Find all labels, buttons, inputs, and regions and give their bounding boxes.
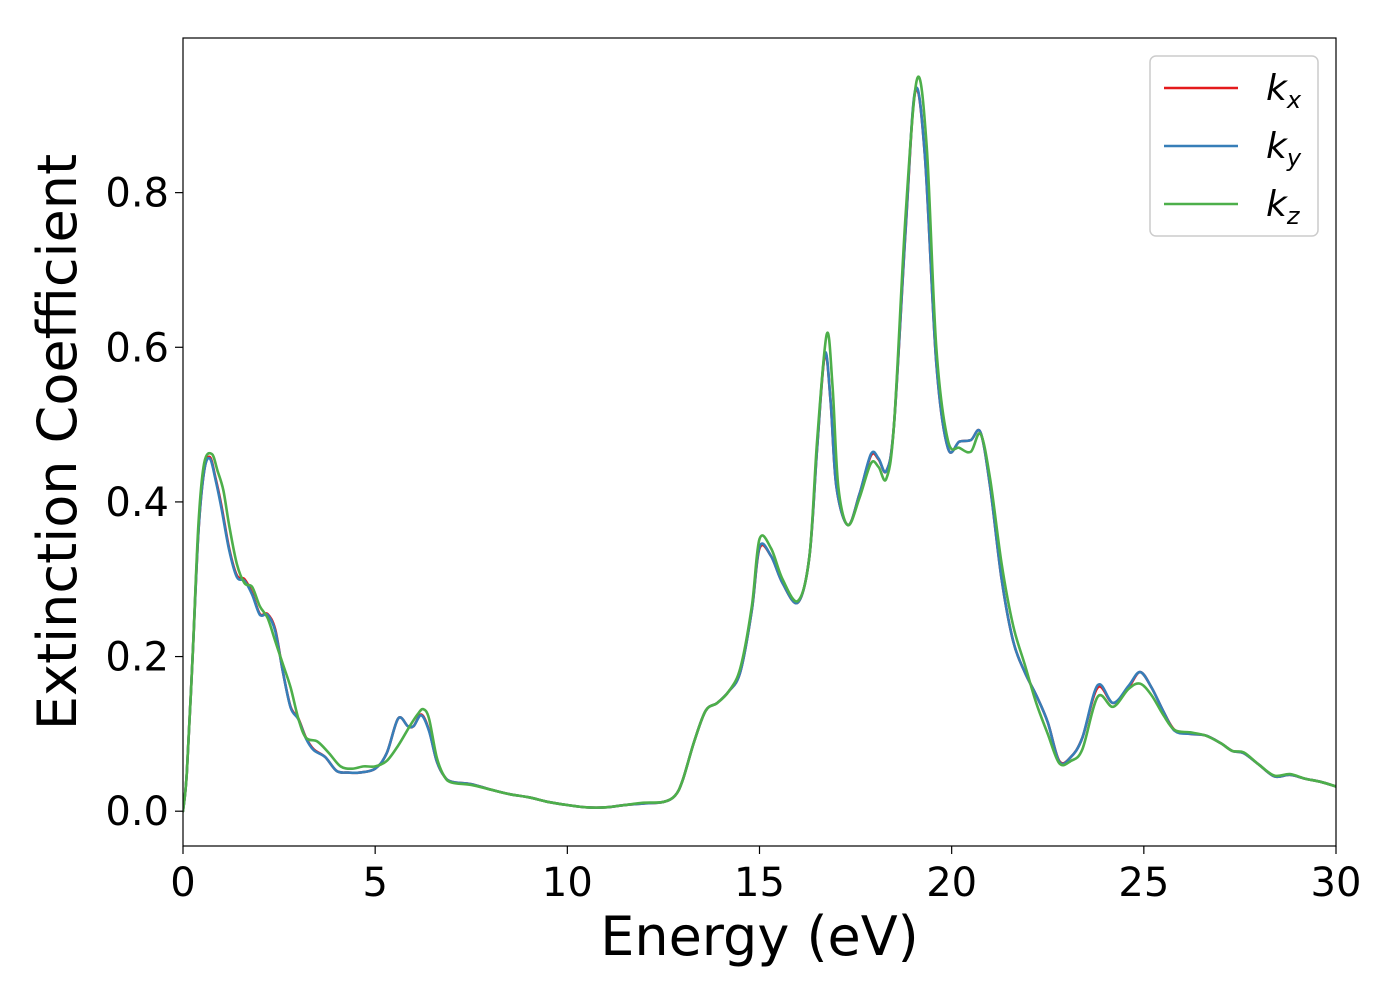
legend-item-z: kz <box>1164 184 1301 230</box>
series-line-z <box>183 75 1336 813</box>
legend-item-y: ky <box>1164 126 1302 172</box>
x-tick-label: 25 <box>1118 860 1169 906</box>
y-tick-label: 0.6 <box>105 325 169 371</box>
legend-label: kz <box>1266 184 1301 230</box>
y-tick-label: 0.4 <box>105 480 169 526</box>
x-axis-label: Energy (eV) <box>600 905 919 968</box>
x-axis-ticks: 0 5 10 15 20 25 30 <box>170 846 1361 906</box>
y-tick-label: 0.0 <box>105 789 169 835</box>
x-tick-label: 0 <box>170 860 195 906</box>
y-axis-ticks: 0.0 0.2 0.4 0.6 0.8 <box>105 171 183 835</box>
x-tick-label: 15 <box>734 860 785 906</box>
y-tick-label: 0.8 <box>105 171 169 217</box>
series-layer <box>183 75 1336 813</box>
legend-label: kx <box>1266 68 1302 114</box>
y-tick-label: 0.2 <box>105 635 169 681</box>
legend: kx ky kz <box>1149 55 1319 237</box>
legend-item-x: kx <box>1164 68 1302 114</box>
x-tick-label: 10 <box>542 860 593 906</box>
y-axis-label: Extinction Coefficient <box>26 154 89 730</box>
legend-label: ky <box>1266 126 1302 172</box>
x-tick-label: 5 <box>362 860 387 906</box>
x-tick-label: 20 <box>926 860 977 906</box>
legend-items: kx ky kz <box>1164 68 1302 230</box>
x-tick-label: 30 <box>1311 860 1362 906</box>
